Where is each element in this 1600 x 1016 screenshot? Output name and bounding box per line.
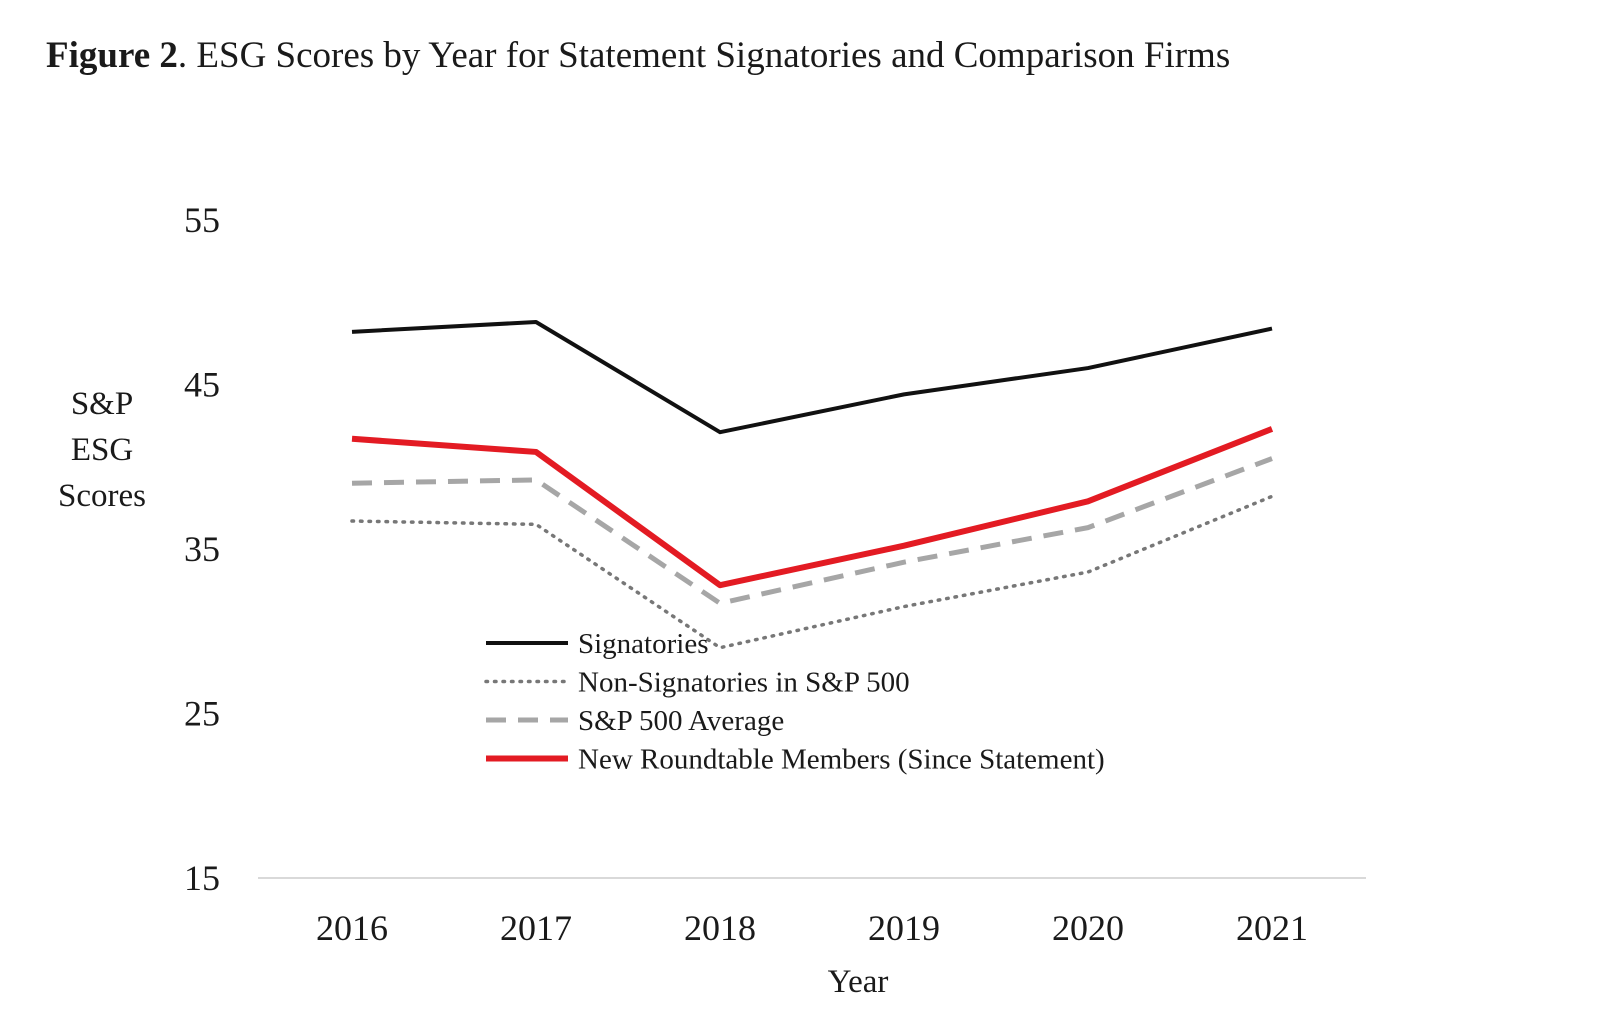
y-tick-label: 25 <box>184 694 220 734</box>
y-axis-title-line: S&P <box>71 386 133 422</box>
x-axis-ticks: 2016 2017 2018 2019 2020 2021 <box>316 908 1308 948</box>
x-axis-title: Year <box>828 964 889 1000</box>
x-tick-label: 2016 <box>316 908 388 948</box>
series-line-3 <box>351 426 1274 589</box>
y-tick-label: 35 <box>184 529 220 569</box>
series-line-0 <box>351 319 1273 435</box>
series-line-1 <box>350 494 1274 650</box>
x-tick-label: 2017 <box>500 908 572 948</box>
series-line-2 <box>351 456 1273 606</box>
figure-caption-text: . ESG Scores by Year for Statement Signa… <box>177 35 1231 76</box>
y-axis-title: S&P ESG Scores <box>58 386 146 514</box>
y-axis-title-line: Scores <box>58 478 146 514</box>
legend-label: New Roundtable Members (Since Statement) <box>578 744 1105 776</box>
x-tick-label: 2018 <box>684 908 756 948</box>
y-tick-label: 15 <box>184 858 220 898</box>
legend-label: S&P 500 Average <box>578 705 784 737</box>
y-tick-label: 55 <box>184 200 220 240</box>
legend-label: Non-Signatories in S&P 500 <box>578 667 910 699</box>
y-tick-label: 45 <box>184 365 220 405</box>
x-tick-label: 2020 <box>1052 908 1124 948</box>
series-lines <box>350 319 1274 650</box>
figure-label: Figure 2 <box>46 35 178 76</box>
x-tick-label: 2019 <box>868 908 940 948</box>
y-axis-title-line: ESG <box>71 432 133 468</box>
figure-caption: Figure 2. ESG Scores by Year for Stateme… <box>46 34 1230 77</box>
legend: Signatories Non-Signatories in S&P 500 S&P… <box>484 628 1105 776</box>
x-tick-label: 2021 <box>1236 908 1308 948</box>
y-axis-ticks: 55 45 35 25 15 <box>184 200 220 898</box>
legend-label: Signatories <box>578 628 709 660</box>
